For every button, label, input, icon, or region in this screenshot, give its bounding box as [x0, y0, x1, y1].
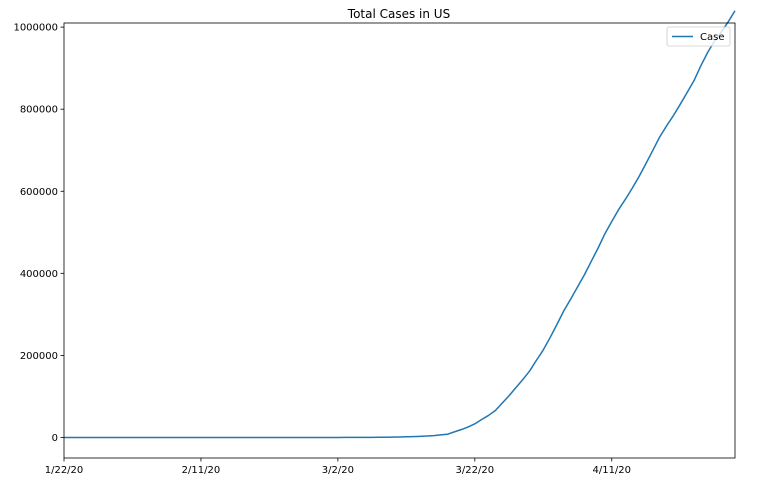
x-tick-label: 2/11/20 — [182, 465, 221, 476]
y-tick-label: 200000 — [20, 351, 58, 362]
legend: Case — [666, 26, 731, 47]
y-tick-label: 400000 — [20, 269, 58, 280]
x-tick-label: 3/2/20 — [322, 465, 354, 476]
y-tick-label: 800000 — [20, 105, 58, 116]
plot-frame — [63, 22, 736, 459]
y-tick-label: 0 — [52, 433, 58, 444]
series-line-case — [64, 10, 736, 439]
x-tick-label: 1/22/20 — [45, 465, 84, 476]
x-tick-label: 4/11/20 — [592, 465, 631, 476]
axes: 0 200000 400000 600000 800000 1000000 1/22/20 2… — [13, 22, 736, 476]
legend-box — [666, 26, 731, 47]
y-tick-label: 600000 — [20, 187, 58, 198]
legend-label-case: Case — [700, 32, 724, 43]
chart-title: Total Cases in US — [347, 7, 450, 21]
y-tick-label: 1000000 — [13, 23, 58, 34]
plot-area — [64, 10, 736, 439]
x-tick-label: 3/22/20 — [456, 465, 495, 476]
